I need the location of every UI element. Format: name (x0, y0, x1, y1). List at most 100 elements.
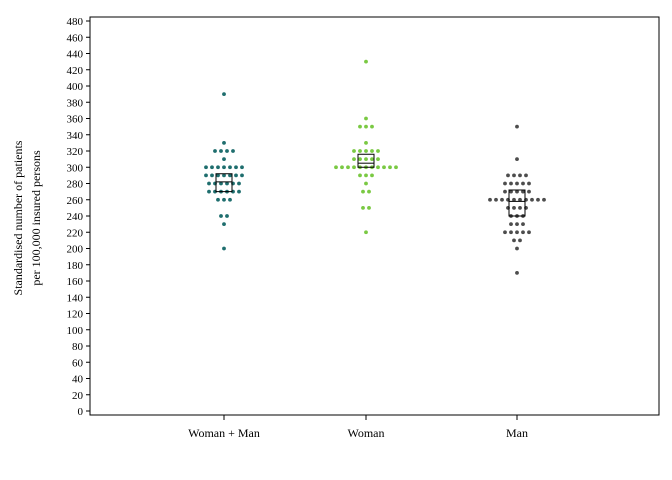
iqr-box (508, 189, 526, 217)
data-point (515, 246, 519, 251)
y-tick-label: 180 (67, 260, 84, 272)
data-point (530, 197, 534, 202)
data-point (222, 222, 226, 227)
data-point (509, 181, 513, 186)
y-tick-label: 100 (67, 325, 84, 337)
data-point (509, 189, 513, 194)
data-point (512, 197, 516, 202)
data-point (515, 222, 519, 227)
data-point (518, 238, 522, 243)
data-point (240, 173, 244, 178)
data-point (515, 270, 519, 275)
data-point (352, 149, 356, 153)
data-point (237, 181, 241, 186)
data-point (521, 181, 525, 186)
data-point (515, 189, 519, 194)
y-tick-label: 20 (72, 390, 84, 402)
data-point (334, 165, 338, 170)
y-tick-label: 320 (67, 146, 84, 158)
data-point (234, 173, 238, 178)
data-point (364, 59, 368, 64)
y-tick-label: 220 (67, 227, 84, 239)
x-tick-label: Woman + Man (188, 426, 260, 440)
data-point (512, 205, 516, 210)
data-point (503, 230, 507, 235)
data-point (364, 140, 368, 145)
data-point (237, 189, 241, 194)
data-point (219, 181, 223, 186)
data-point (512, 238, 516, 243)
data-point (358, 173, 362, 178)
data-point (231, 149, 235, 153)
data-point (370, 149, 374, 153)
data-point (222, 173, 226, 178)
data-point (512, 173, 516, 178)
data-point (204, 165, 208, 170)
data-point (361, 205, 365, 210)
series-group (488, 124, 546, 275)
data-point (204, 173, 208, 178)
data-point (527, 181, 531, 186)
data-point (222, 157, 226, 162)
data-point (364, 149, 368, 153)
y-tick-label: 40 (72, 374, 84, 386)
data-point (222, 92, 226, 97)
y-tick-label: 440 (67, 49, 84, 61)
x-axis: Woman + Man Woman Man (188, 415, 528, 440)
data-point (542, 197, 546, 202)
data-point (216, 197, 220, 202)
data-point (527, 189, 531, 194)
data-point (376, 157, 380, 162)
iqr-box (215, 173, 233, 193)
data-point (506, 173, 510, 178)
data-point (515, 157, 519, 162)
data-point (352, 165, 356, 170)
data-point (521, 189, 525, 194)
y-tick-label: 140 (67, 292, 84, 304)
data-point (207, 189, 211, 194)
data-point (488, 197, 492, 202)
data-point (219, 149, 223, 153)
data-point (358, 124, 362, 129)
data-point (515, 230, 519, 235)
data-point (515, 124, 519, 129)
series-group (334, 59, 398, 235)
data-point (225, 214, 229, 218)
data-point (222, 246, 226, 251)
data-point (364, 173, 368, 178)
y-tick-label: 360 (67, 114, 84, 126)
data-point (207, 181, 211, 186)
series-group (204, 92, 244, 251)
data-point (509, 222, 513, 227)
data-point (240, 165, 244, 170)
data-point (509, 230, 513, 235)
data-point (225, 181, 229, 186)
data-point (364, 230, 368, 235)
data-point (364, 157, 368, 162)
data-point (536, 197, 540, 202)
y-tick-label: 380 (67, 97, 84, 109)
y-tick-label: 420 (67, 65, 84, 77)
data-point (219, 214, 223, 218)
y-tick-label: 240 (67, 211, 84, 223)
data-point (503, 189, 507, 194)
data-point (382, 165, 386, 170)
y-axis-label-line-2: per 100,000 insured persons (29, 150, 43, 286)
data-point (210, 173, 214, 178)
data-point (358, 149, 362, 153)
data-point (394, 165, 398, 170)
data-point (222, 197, 226, 202)
y-tick-label: 120 (67, 309, 84, 321)
y-axis-label: Standardised number of patients per 100,… (11, 140, 43, 295)
data-point (213, 149, 217, 153)
data-point (370, 157, 374, 162)
y-tick-label: 200 (67, 244, 84, 256)
plot-area-frame (89, 16, 660, 416)
data-point (367, 189, 371, 194)
data-point (234, 165, 238, 170)
y-tick-label: 80 (72, 341, 84, 353)
data-point (216, 165, 220, 170)
data-point (340, 165, 344, 170)
data-point (361, 189, 365, 194)
data-point (222, 140, 226, 145)
